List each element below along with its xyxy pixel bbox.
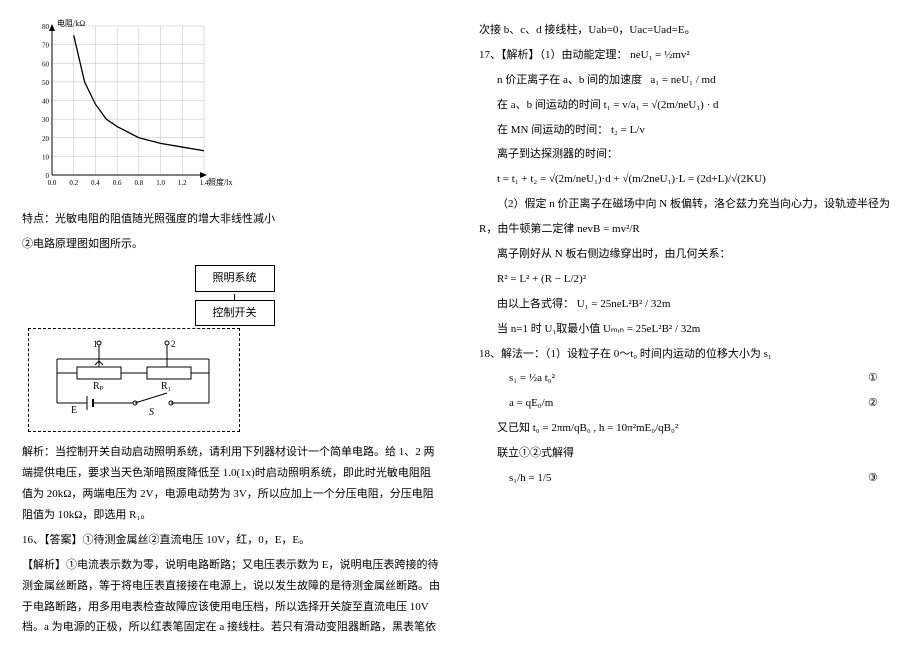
svg-text:1.2: 1.2 bbox=[178, 179, 187, 187]
formula-2: a₁ = neU₁ / md bbox=[650, 74, 715, 86]
formula-3: t₁ = v/a₁ = √(2m/neU₁) · d bbox=[604, 99, 719, 111]
svg-text:0.8: 0.8 bbox=[134, 179, 143, 187]
circuit-diagram: 照明系统 控制开关 1 2 Rₚ R₁ E S bbox=[28, 265, 441, 433]
r-p1: 次接 b、c、d 接线柱，Uab=0，Uac=Uad=E。 bbox=[479, 20, 898, 41]
svg-text:30: 30 bbox=[42, 116, 50, 124]
formula-1: neU₁ = ½mv² bbox=[630, 49, 689, 61]
svg-text:0.6: 0.6 bbox=[113, 179, 122, 187]
r-p10: 由以上各式得： U₁ = 25neL²B² / 32m bbox=[479, 294, 898, 315]
svg-text:50: 50 bbox=[42, 79, 50, 87]
r-p8-lead: R，由牛顿第二定律 bbox=[479, 223, 574, 235]
chart-caption: 特点：光敏电阻的阻值随光照强度的增大非线性减小 bbox=[22, 209, 441, 230]
formula-7: R² = L² + (R − L/2)² bbox=[479, 269, 898, 290]
right-column: 次接 b、c、d 接线柱，Uab=0，Uac=Uad=E。 17、【解析】（1）… bbox=[479, 18, 898, 632]
svg-text:0.4: 0.4 bbox=[91, 179, 100, 187]
answer-16: 16、【答案】①待测金属丝②直流电压 10V，红，0，E，E。 bbox=[22, 530, 441, 551]
circuit-box: 1 2 Rₚ R₁ E S bbox=[28, 328, 240, 432]
svg-text:10: 10 bbox=[42, 153, 50, 161]
r-p2-lead: 17、【解析】（1）由动能定理： bbox=[479, 49, 628, 61]
r-p8: R，由牛顿第二定律 nevB = mv²/R bbox=[479, 219, 898, 240]
r-p3-lead: n 价正离子在 a、b 间的加速度 bbox=[497, 74, 642, 86]
svg-text:Rₚ: Rₚ bbox=[93, 381, 104, 392]
r-p4: 在 a、b 间运动的时间 t₁ = v/a₁ = √(2m/neU₁) · d bbox=[479, 95, 898, 116]
r-p13-lead: 又已知 bbox=[497, 422, 530, 434]
analysis-text: 解析：当控制开关自动启动照明系统，请利用下列器材设计一个简单电路。给 1、2 两… bbox=[22, 442, 441, 526]
formula-11: a = qE₀/m bbox=[509, 393, 868, 414]
formula-6: nevB = mv²/R bbox=[577, 223, 640, 235]
formula-4: t₂ = L/v bbox=[611, 124, 645, 136]
circ-2: ② bbox=[868, 393, 898, 414]
svg-text:0.2: 0.2 bbox=[69, 179, 78, 187]
r-p5: 在 MN 间运动的时间： t₂ = L/v bbox=[479, 120, 898, 141]
svg-text:2: 2 bbox=[171, 339, 176, 349]
chart-svg: 0.00.20.40.60.81.01.21.40102030405060708… bbox=[22, 18, 252, 193]
left-column: 0.00.20.40.60.81.01.21.40102030405060708… bbox=[22, 18, 441, 632]
resistance-chart: 0.00.20.40.60.81.01.21.40102030405060708… bbox=[22, 18, 441, 201]
r-p10-lead: 由以上各式得： bbox=[497, 298, 574, 310]
r-p5-lead: 在 MN 间运动的时间： bbox=[497, 124, 608, 136]
r-p14: 联立①②式解得 bbox=[479, 443, 898, 464]
formula-5: t = t₁ + t₂ = √(2m/neU₁)·d + √(m/2neU₁)·… bbox=[479, 169, 898, 190]
svg-text:70: 70 bbox=[42, 42, 50, 50]
eq-2-row: a = qE₀/m ② bbox=[479, 393, 898, 414]
svg-text:照度/lx: 照度/lx bbox=[208, 177, 232, 187]
analysis-16: 【解析】①电流表示数为零，说明电路断路；又电压表示数为 E，说明电压表跨接的待测… bbox=[22, 555, 441, 639]
box-lighting: 照明系统 bbox=[195, 265, 275, 292]
circ-1: ① bbox=[868, 368, 898, 389]
r-p13: 又已知 t₀ = 2πm/qB₀ , h = 10π²mE₀/qB₀² bbox=[479, 418, 898, 439]
formula-13: s₁/h = 1/5 bbox=[509, 468, 868, 489]
svg-text:1.0: 1.0 bbox=[156, 179, 165, 187]
formula-12: t₀ = 2πm/qB₀ , h = 10π²mE₀/qB₀² bbox=[533, 422, 678, 434]
circuit-svg: 1 2 Rₚ R₁ E S bbox=[39, 337, 227, 415]
svg-text:20: 20 bbox=[42, 135, 50, 143]
r-p2: 17、【解析】（1）由动能定理： neU₁ = ½mv² bbox=[479, 45, 898, 66]
r-p4-lead: 在 a、b 间运动的时间 bbox=[497, 99, 601, 111]
svg-text:60: 60 bbox=[42, 60, 50, 68]
svg-text:电阻/kΩ: 电阻/kΩ bbox=[57, 18, 85, 28]
r-p6: 离子到达探测器的时间： bbox=[479, 144, 898, 165]
eq-1-row: s₁ = ½a t₀² ① bbox=[479, 368, 898, 389]
svg-text:R₁: R₁ bbox=[161, 381, 171, 392]
box-switch: 控制开关 bbox=[195, 300, 275, 327]
svg-text:E: E bbox=[71, 405, 77, 415]
r-p11-lead: 当 n=1 时 U₁取最小值 bbox=[497, 323, 600, 335]
svg-text:1: 1 bbox=[93, 339, 98, 349]
svg-text:80: 80 bbox=[42, 23, 50, 31]
r-p7: （2）假定 n 价正离子在磁场中向 N 板偏转，洛仑兹力充当向心力，设轨迹半径为 bbox=[479, 194, 898, 215]
formula-10: s₁ = ½a t₀² bbox=[509, 368, 868, 389]
formula-9: Uₘᵢₙ = 25eL²B² / 32m bbox=[603, 323, 700, 335]
svg-text:0.0: 0.0 bbox=[48, 179, 57, 187]
r-p12: 18、解法一：（1）设粒子在 0～t₀ 时间内运动的位移大小为 s₁ bbox=[479, 344, 898, 365]
r-p11: 当 n=1 时 U₁取最小值 Uₘᵢₙ = 25eL²B² / 32m bbox=[479, 319, 898, 340]
text-2: ②电路原理图如图所示。 bbox=[22, 234, 441, 255]
r-p9: 离子刚好从 N 板右侧边缘穿出时，由几何关系： bbox=[479, 244, 898, 265]
r-p3: n 价正离子在 a、b 间的加速度 a₁ = neU₁ / md bbox=[479, 70, 898, 91]
circ-3: ③ bbox=[868, 468, 898, 489]
svg-text:40: 40 bbox=[42, 98, 50, 106]
formula-8: U₁ = 25neL²B² / 32m bbox=[577, 298, 671, 310]
svg-text:S: S bbox=[149, 407, 154, 415]
eq-3-row: s₁/h = 1/5 ③ bbox=[479, 468, 898, 489]
svg-text:0: 0 bbox=[46, 172, 50, 180]
